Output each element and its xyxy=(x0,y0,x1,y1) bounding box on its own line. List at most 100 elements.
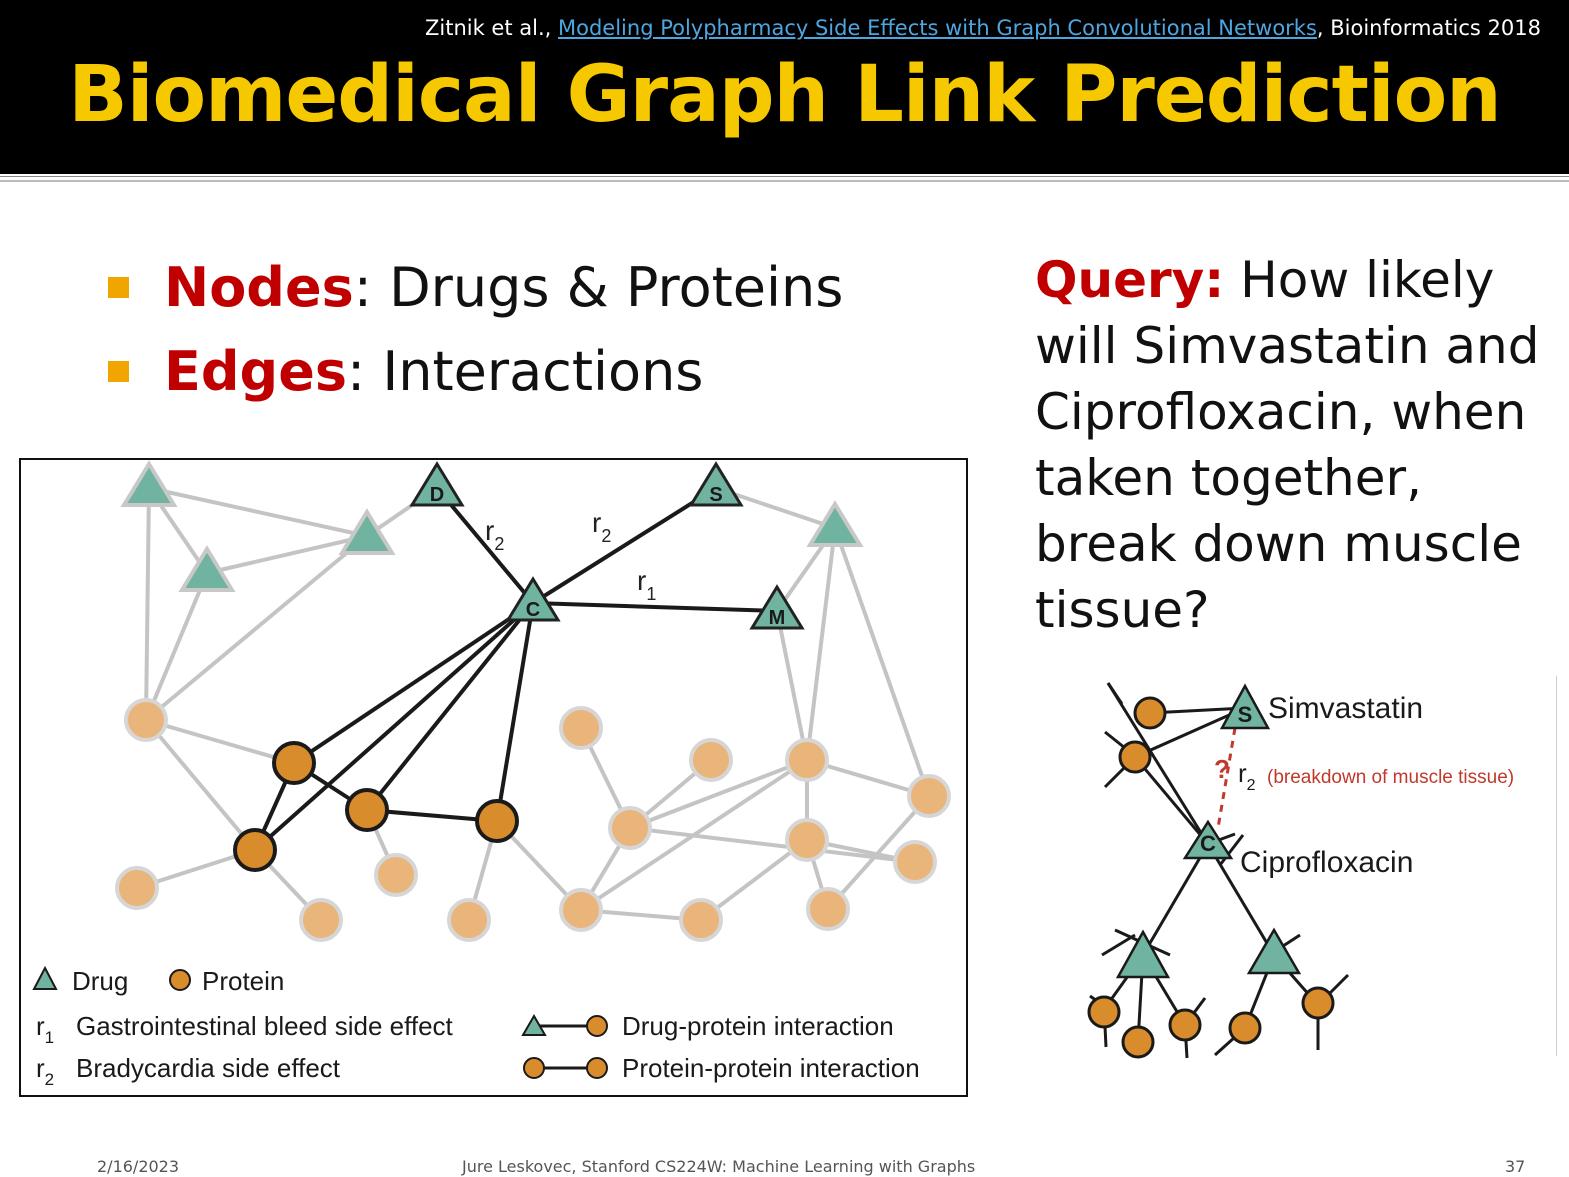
protein-node xyxy=(447,898,491,942)
protein-node xyxy=(893,840,937,884)
svg-text:S: S xyxy=(709,484,722,506)
label-ciprofloxacin: Ciprofloxacin xyxy=(1240,846,1413,879)
drug-legend-icon xyxy=(32,965,58,990)
drug-node-d: D xyxy=(410,462,464,507)
protein-node xyxy=(1121,1025,1155,1059)
query-line: How likely xyxy=(1224,251,1495,309)
query-line: Ciprofloxacin, when xyxy=(1035,383,1527,441)
relation-symbol: r2 xyxy=(1238,758,1256,794)
drug-node-simvastatin xyxy=(1219,683,1271,730)
slide-edge-line xyxy=(1556,676,1557,1056)
legend-drug-protein: Drug-protein interaction xyxy=(622,1011,894,1041)
subgraph-letters: S C xyxy=(1200,702,1252,856)
bullet-key: Edges xyxy=(164,339,347,403)
query-line: break down muscle xyxy=(1035,515,1522,573)
bullet-key: Nodes xyxy=(164,255,354,319)
legend-r1-symbol: r1 xyxy=(36,1011,54,1047)
protein-nodes-light xyxy=(115,698,951,942)
query-line: taken together, xyxy=(1035,449,1422,507)
citation: Zitnik et al., Modeling Polypharmacy Sid… xyxy=(425,16,1541,40)
protein-node xyxy=(475,799,519,843)
protein-node xyxy=(233,828,277,872)
bullet-list: Nodes: Drugs & Proteins Edges: Interacti… xyxy=(108,245,843,413)
protein-node xyxy=(1133,696,1167,730)
protein-node xyxy=(124,698,168,742)
bullet-square-icon xyxy=(108,360,129,382)
svg-text:M: M xyxy=(769,607,786,629)
query-text: Query: How likely will Simvastatin and C… xyxy=(1035,247,1555,643)
svg-text:D: D xyxy=(430,484,444,506)
citation-link[interactable]: Modeling Polypharmacy Side Effects with … xyxy=(558,16,1317,40)
drug-node-s: S xyxy=(689,462,743,507)
protein-node xyxy=(806,887,850,931)
legend: Drug Protein r1 Gastrointestinal bleed s… xyxy=(32,965,920,1089)
subgraph-proteins xyxy=(1087,696,1335,1059)
protein-node xyxy=(272,741,316,785)
query-subgraph-figure: S C Simvastatin Ciprofloxacin ? r2 (brea… xyxy=(1087,682,1514,1059)
protein-node xyxy=(785,738,829,782)
protein-node xyxy=(1301,986,1335,1020)
protein-protein-legend-icon xyxy=(523,1057,608,1079)
bullet-square-icon xyxy=(108,276,129,298)
svg-text:C: C xyxy=(526,599,540,621)
subgraph-labels: Simvastatin Ciprofloxacin ? r2 (breakdow… xyxy=(1214,692,1514,879)
protein-node xyxy=(785,818,829,862)
legend-r2-symbol: r2 xyxy=(36,1053,54,1089)
highlighted-edges xyxy=(253,486,778,852)
footer-date: 2/16/2023 xyxy=(97,1157,180,1176)
labeled-drug-nodes: D S C M xyxy=(410,462,804,630)
protein-node xyxy=(345,788,389,832)
protein-node xyxy=(1228,1011,1262,1045)
legend-r1-text: Gastrointestinal bleed side effect xyxy=(76,1011,454,1041)
edge-label-r2: r2 xyxy=(592,507,611,546)
subgraph-drugs xyxy=(1115,683,1302,979)
protein-node xyxy=(608,806,652,850)
edge-label-r1: r1 xyxy=(637,565,656,604)
node-letter-c: C xyxy=(1200,831,1216,856)
predicted-link xyxy=(1216,727,1237,829)
edge-labels: r2 r2 r1 xyxy=(485,507,656,604)
citation-venue: , Bioinformatics 2018 xyxy=(1316,16,1541,40)
title-bar: Zitnik et al., Modeling Polypharmacy Sid… xyxy=(0,0,1569,174)
drug-node-m: M xyxy=(750,585,804,630)
header-divider xyxy=(0,176,1569,182)
bullet-edges: Edges: Interactions xyxy=(108,329,843,413)
relation-label: (breakdown of muscle tissue) xyxy=(1267,767,1514,788)
drug-protein-legend-icon xyxy=(521,1014,608,1037)
footer-course: Jure Leskovec, Stanford CS224W: Machine … xyxy=(462,1157,976,1176)
polypharmacy-graph-figure: r2 r2 r1 D S C M xyxy=(19,458,968,1097)
bullet-nodes: Nodes: Drugs & Proteins xyxy=(108,245,843,329)
protein-node xyxy=(299,898,343,942)
citation-authors: Zitnik et al., xyxy=(425,16,558,40)
legend-r2-text: Bradycardia side effect xyxy=(76,1053,341,1083)
protein-node xyxy=(1118,740,1152,774)
protein-node xyxy=(374,853,418,897)
protein-node xyxy=(1087,995,1121,1029)
drug-node xyxy=(1115,929,1171,979)
legend-protein: Protein xyxy=(202,966,284,996)
protein-node xyxy=(679,898,723,942)
query-line: will Simvastatin and xyxy=(1035,317,1540,375)
question-mark: ? xyxy=(1214,754,1230,784)
drug-node-c: C xyxy=(506,577,560,622)
query-line: tissue? xyxy=(1035,581,1210,639)
protein-node xyxy=(1168,1008,1202,1042)
protein-node xyxy=(559,706,603,750)
protein-legend-icon xyxy=(169,969,191,991)
protein-nodes-highlighted xyxy=(233,741,519,872)
label-simvastatin: Simvastatin xyxy=(1268,692,1423,725)
slide-title: Biomedical Graph Link Prediction xyxy=(68,50,1501,140)
edge-label-r2: r2 xyxy=(485,515,504,554)
legend-protein-protein: Protein-protein interaction xyxy=(622,1053,920,1083)
footer-page-number: 37 xyxy=(1505,1157,1526,1176)
legend-drug: Drug xyxy=(72,966,128,996)
node-letter-s: S xyxy=(1238,702,1253,727)
protein-node xyxy=(115,866,159,910)
bullet-text: : Interactions xyxy=(346,339,704,403)
protein-node xyxy=(559,888,603,932)
drug-node xyxy=(1246,927,1302,975)
bullet-text: : Drugs & Proteins xyxy=(353,255,844,319)
protein-node xyxy=(907,774,951,818)
query-label: Query: xyxy=(1035,251,1225,309)
drug-node-ciprofloxacin xyxy=(1182,819,1234,860)
